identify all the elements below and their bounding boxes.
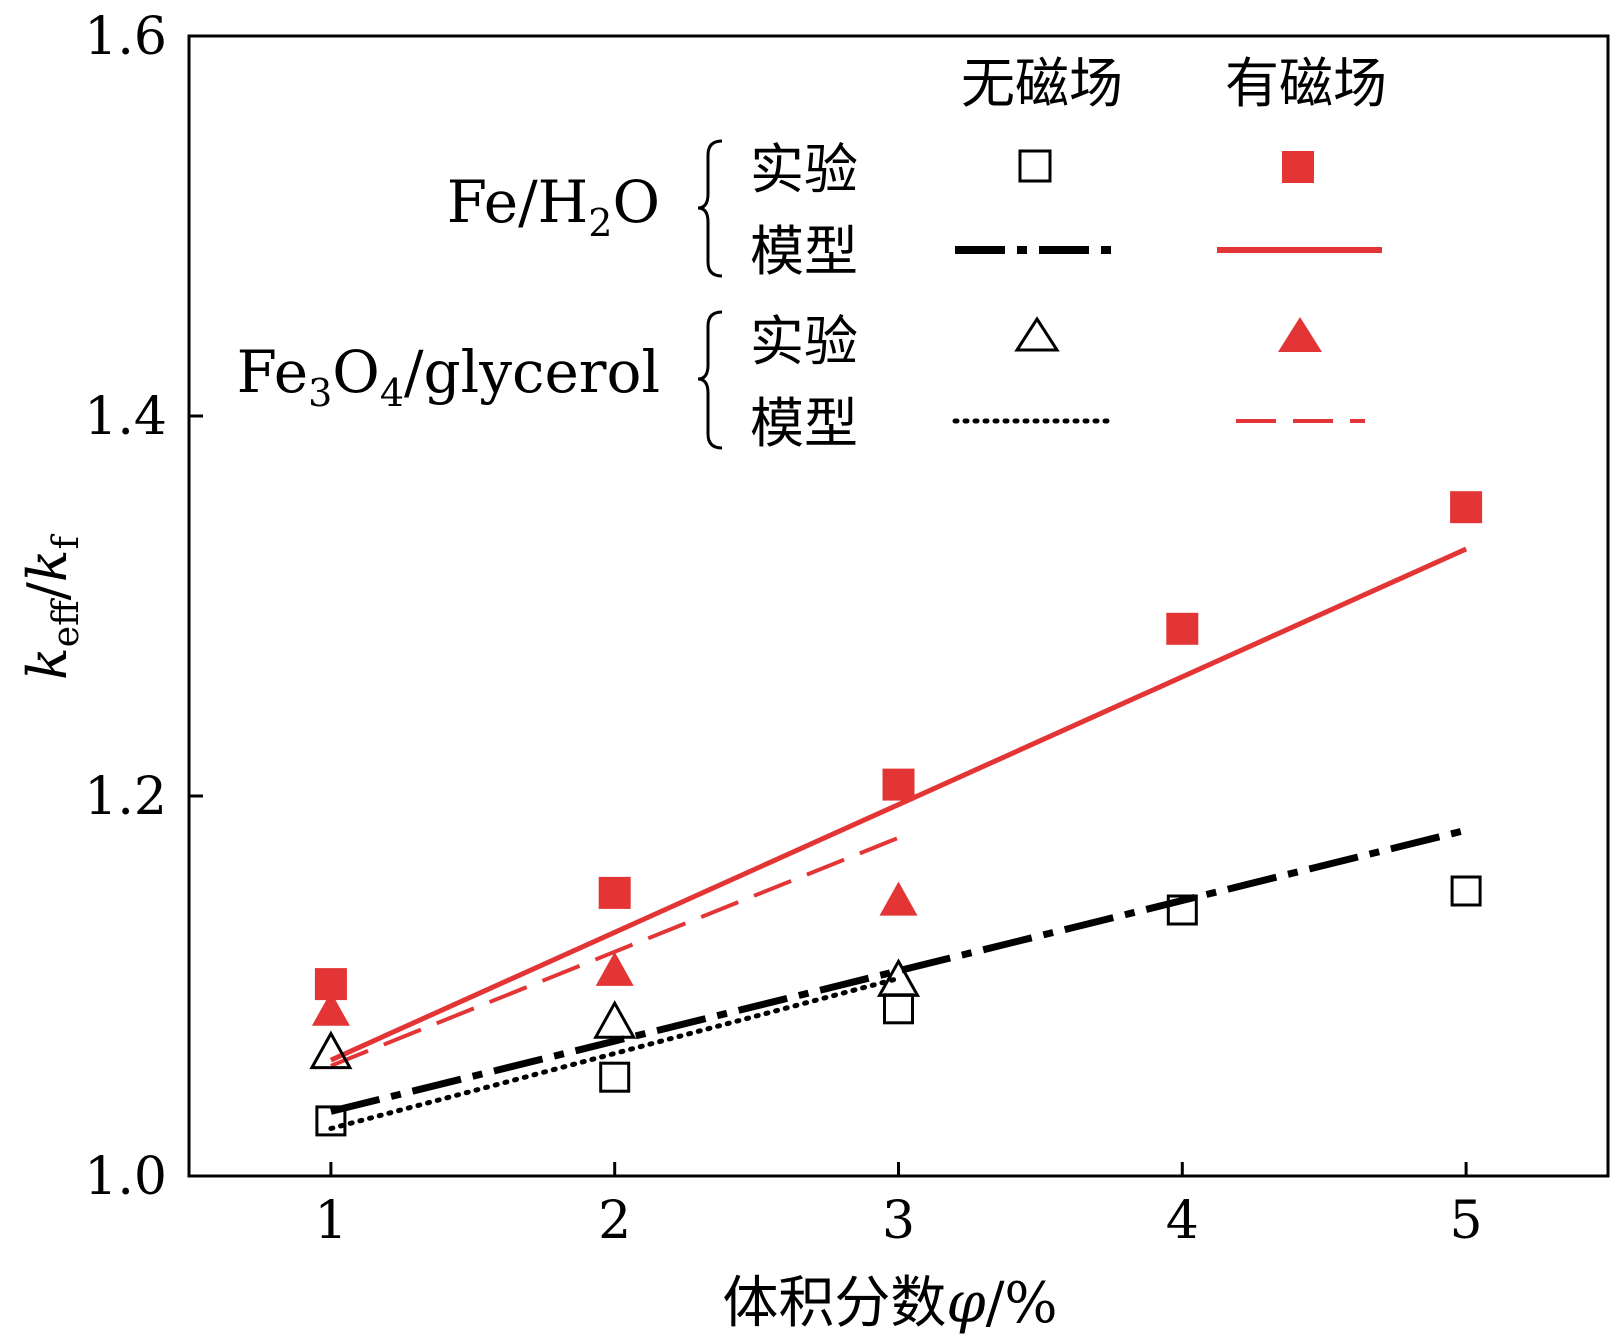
- plot-frame: [187, 34, 1610, 1178]
- point-open-square: [1450, 875, 1482, 907]
- legend-marker-open-triangle: [1014, 316, 1060, 352]
- point-open-triangle: [593, 1000, 637, 1039]
- x-tick-label: 3: [882, 1191, 915, 1251]
- series-line: [328, 975, 901, 1131]
- legend-brace-1: [697, 139, 723, 278]
- y-label-k1: k: [16, 647, 79, 680]
- x-tick-label: 4: [1166, 1191, 1199, 1251]
- series-line: [330, 826, 1467, 1115]
- point-open-triangle: [876, 958, 921, 997]
- y-axis-label: keff/kf: [16, 533, 87, 680]
- point-solid-square: [1166, 612, 1199, 645]
- legend-label-model-2: 模型: [750, 392, 858, 455]
- y-label-sub1: eff: [46, 598, 87, 647]
- point-solid-square: [598, 876, 631, 909]
- legend-label-experiment-1: 实验: [750, 138, 858, 201]
- legend-group2-p3: /glycerol: [404, 338, 660, 406]
- x-tick-label: 1: [314, 1191, 347, 1251]
- y-label-slash: /: [16, 581, 79, 600]
- x-axis-label-symbol: φ: [946, 1271, 985, 1336]
- series-line: [330, 835, 900, 1068]
- series-line: [329, 546, 1468, 1063]
- axis-ticks: 1 2 3 4 5 1.0 1.2 1.4 1.6: [84, 7, 1482, 1251]
- x-axis-label-prefix: 体积分数: [722, 1271, 946, 1336]
- legend-group2-p2: O: [332, 338, 380, 406]
- legend-marker-solid-square: [1282, 151, 1314, 183]
- point-solid-triangle: [311, 991, 350, 1026]
- legend-marker-solid-triangle: [1278, 317, 1322, 352]
- legend-group-fe-h2o-base: Fe/H: [447, 168, 589, 236]
- y-tick-label: 1.4: [84, 387, 167, 447]
- point-open-square: [1166, 894, 1198, 926]
- x-tick-label: 5: [1450, 1191, 1483, 1251]
- point-open-square: [883, 993, 914, 1025]
- point-solid-square: [1450, 491, 1483, 524]
- point-solid-triangle: [879, 881, 918, 916]
- legend-group2-s2: 4: [380, 371, 404, 415]
- x-axis-label-unit: /%: [986, 1271, 1058, 1336]
- point-solid-triangle: [595, 951, 634, 986]
- legend-group-fe-h2o: Fe/H2O: [447, 168, 660, 245]
- y-label-sub2: f: [46, 533, 87, 549]
- legend-group2-s1: 3: [308, 371, 332, 415]
- legend-label-model-1: 模型: [750, 220, 858, 283]
- legend-header-field: 有磁场: [1225, 52, 1387, 115]
- x-tick-label: 2: [598, 1191, 631, 1251]
- y-tick-label: 1.6: [84, 7, 167, 67]
- point-open-triangle: [309, 1030, 353, 1070]
- legend-header-no-field: 无磁场: [961, 52, 1123, 115]
- legend-group-fe3o4-glycerol: Fe3O4/glycerol: [237, 338, 660, 415]
- x-axis-label: 体积分数φ/%: [722, 1271, 1057, 1336]
- data-layer: [309, 491, 1483, 1137]
- legend: 无磁场 有磁场 Fe/H2O Fe3O4/glycerol 实验 模型 实验 模…: [237, 52, 1387, 455]
- y-tick-label: 1.2: [84, 767, 167, 827]
- legend-group2-p1: Fe: [237, 338, 308, 406]
- point-open-square: [315, 1105, 347, 1137]
- legend-brace-2: [697, 310, 723, 450]
- legend-label-experiment-2: 实验: [750, 310, 858, 373]
- legend-group-fe-h2o-tail: O: [612, 168, 660, 236]
- y-tick-label: 1.0: [84, 1147, 167, 1207]
- point-open-square: [599, 1061, 631, 1093]
- y-label-k2: k: [16, 549, 79, 582]
- legend-marker-open-square: [1018, 149, 1052, 183]
- legend-group-fe-h2o-sub: 2: [588, 201, 612, 245]
- point-solid-square: [882, 768, 915, 801]
